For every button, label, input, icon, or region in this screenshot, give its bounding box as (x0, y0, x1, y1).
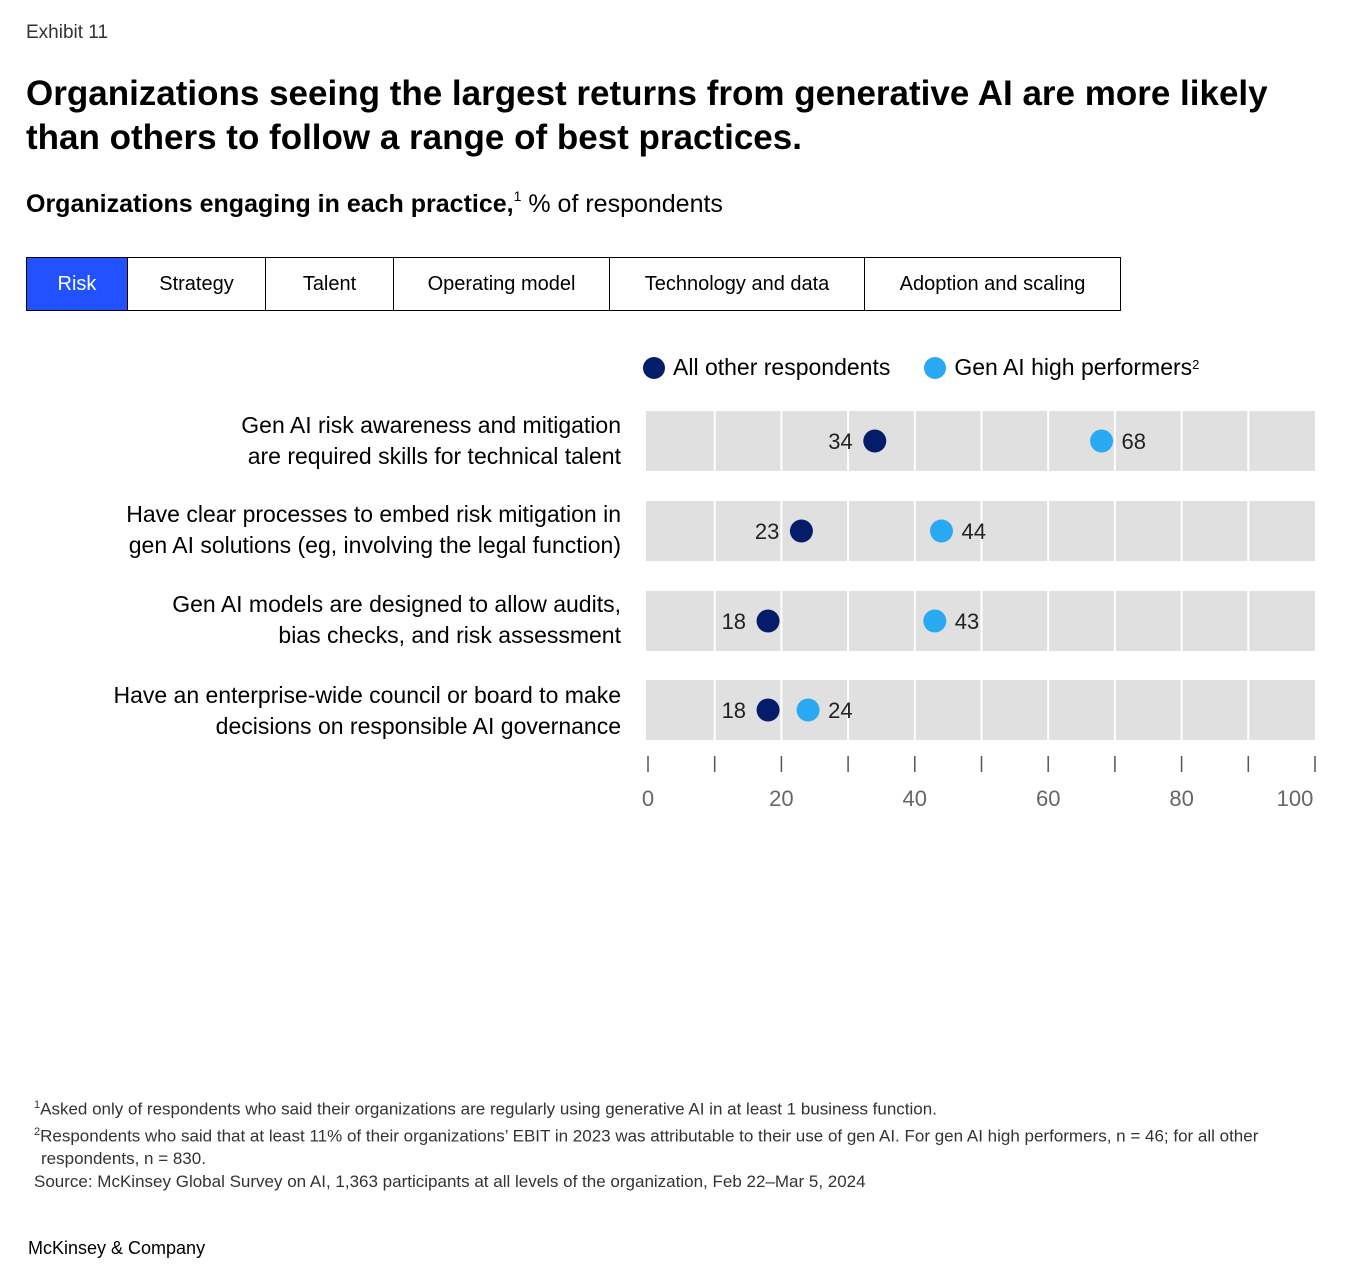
row-label-4-line-1: Have an enterprise-wide council or board… (113, 682, 621, 708)
brand-logo-text: McKinsey & Company (28, 1238, 206, 1258)
dot-others-row-4 (756, 698, 780, 722)
dot-chart: 0 20 40 60 80 100 34 68 23 44 18 43 18 24 (642, 411, 1316, 811)
footnotes: 1Asked only of respondents who said thei… (34, 1094, 1294, 1193)
tab-operating-model[interactable]: Operating model (394, 258, 610, 310)
row-label-2: Have clear processes to embed risk mitig… (60, 499, 621, 561)
footnote-2-marker: 2 (34, 1125, 41, 1138)
subtitle-unit: % of respondents (521, 190, 723, 218)
value-label-others-row-1: 34 (828, 429, 852, 454)
tick-label-60: 60 (1036, 786, 1060, 811)
dot-others-row-1 (863, 429, 887, 453)
tab-adoption-and-scaling[interactable]: Adoption and scaling (899, 273, 1086, 295)
tab-risk[interactable]: Risk (27, 258, 128, 310)
tab-technology-and-data[interactable]: Technology and data (610, 258, 865, 310)
value-label-others-row-2: 23 (755, 519, 779, 544)
tab-strategy[interactable]: Strategy (128, 258, 266, 310)
legend-dot-high (924, 356, 947, 379)
row-label-2-line-1: Have clear processes to embed risk mitig… (126, 501, 621, 527)
tick-label-0: 0 (642, 786, 654, 811)
value-label-others-row-3: 18 (722, 609, 746, 634)
exhibit-number: Exhibit 11 (26, 22, 109, 43)
dot-high-row-4 (796, 698, 820, 722)
dot-high-row-3 (923, 609, 947, 633)
practice-tabs: Risk Strategy Talent Operating model Tec… (26, 257, 1121, 311)
chart-subtitle: Organizations engaging in each practice,… (26, 188, 723, 219)
legend-label-high: Gen AI high performers (954, 354, 1193, 380)
value-label-high-row-1: 68 (1122, 429, 1146, 454)
tick-label-80: 80 (1169, 786, 1193, 811)
row-label-3-line-1: Gen AI models are designed to allow audi… (172, 591, 621, 617)
dot-others-row-3 (756, 609, 780, 633)
dot-high-row-2 (929, 519, 953, 543)
row-label-1: Gen AI risk awareness and mitigation are… (60, 410, 621, 472)
tick-label-100: 100 (1277, 786, 1314, 811)
row-label-4-line-2: decisions on responsible AI governance (215, 713, 621, 739)
chart-legend: All other respondents Gen AI high perfor… (643, 354, 1233, 381)
tick-label-20: 20 (769, 786, 793, 811)
tick-label-40: 40 (903, 786, 927, 811)
row-label-3-line-2: bias checks, and risk assessment (278, 622, 621, 648)
row-label-4: Have an enterprise-wide council or board… (60, 680, 621, 742)
row-label-3: Gen AI models are designed to allow audi… (60, 589, 621, 651)
subtitle-bold: Organizations engaging in each practice, (26, 190, 514, 218)
row-label-2-line-2: gen AI solutions (eg, involving the lega… (128, 532, 621, 558)
value-label-high-row-2: 44 (961, 519, 985, 544)
dot-high-row-1 (1090, 429, 1114, 453)
legend-others: All other respondents (643, 354, 890, 381)
source-note: Source: McKinsey Global Survey on AI, 1,… (34, 1172, 866, 1192)
chart-title: Organizations seeing the largest returns… (26, 74, 1268, 157)
footnote-1-marker: 1 (34, 1099, 41, 1111)
footnote-2-text: Respondents who said that at least 11% o… (40, 1126, 1259, 1169)
row-label-1-line-1: Gen AI risk awareness and mitigation (241, 412, 621, 438)
value-label-high-row-4: 24 (828, 698, 852, 723)
dot-others-row-2 (789, 519, 813, 543)
subtitle-footnote-marker: 1 (513, 188, 522, 204)
footnote-2: 2Respondents who said that at least 11% … (34, 1121, 1294, 1171)
row-label-1-line-2: are required skills for technical talent (247, 443, 621, 469)
value-label-others-row-4: 18 (722, 698, 746, 723)
footnote-1: 1Asked only of respondents who said thei… (34, 1094, 1294, 1121)
legend-dot-others (643, 356, 665, 379)
legend-footnote-marker: 2 (1192, 357, 1200, 372)
legend-label-others: All other respondents (673, 354, 891, 380)
legend-high-performers: Gen AI high performers 2 (924, 354, 1199, 381)
footnote-1-text: Asked only of respondents who said their… (40, 1099, 937, 1119)
value-label-high-row-3: 43 (955, 609, 979, 634)
tab-talent[interactable]: Talent (266, 258, 394, 310)
